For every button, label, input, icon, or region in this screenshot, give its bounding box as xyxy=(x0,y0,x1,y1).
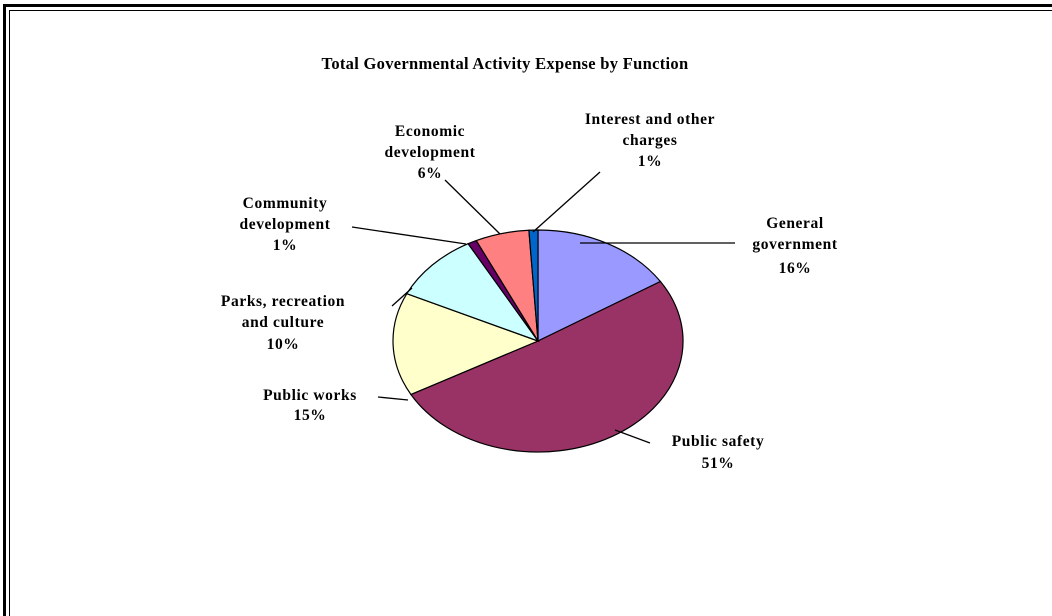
slice-label-public-safety: Public safety xyxy=(672,433,765,450)
slice-percent-public-works: 15% xyxy=(294,407,327,424)
leader-line-parks-recreation-culture xyxy=(391,287,413,307)
pie-slice-general-government xyxy=(537,229,662,342)
pie-slice-public-works xyxy=(392,293,540,396)
slice-label-economic-development: Economic xyxy=(395,123,465,140)
slice-label-parks-recreation-culture: Parks, recreation xyxy=(221,293,345,310)
slice-percent-parks-recreation-culture: 10% xyxy=(267,336,300,353)
slice-label-public-works: Public works xyxy=(263,387,357,404)
slice-label-economic-development-line2: development xyxy=(385,144,476,161)
slice-percent-public-safety: 51% xyxy=(702,455,735,472)
slice-label-interest-other-charges: Interest and other xyxy=(585,111,715,128)
slice-percent-general-government: 16% xyxy=(779,260,812,277)
pie-slice-public-safety xyxy=(410,280,684,453)
slice-percent-interest-other-charges: 1% xyxy=(638,153,662,170)
slice-label-general-government-line2: government xyxy=(752,236,837,253)
inner-frame xyxy=(9,10,1052,616)
slice-label-community-development: Community xyxy=(243,195,328,212)
chart-title: Total Governmental Activity Expense by F… xyxy=(321,54,689,73)
outer-frame xyxy=(3,4,1052,616)
leader-line-public-safety xyxy=(614,429,651,444)
slice-label-community-development-line2: development xyxy=(240,216,331,233)
slice-label-interest-other-charges-line2: charges xyxy=(623,132,678,149)
leader-line-community-development xyxy=(351,226,467,245)
leader-line-public-works xyxy=(377,396,409,401)
slice-percent-community-development: 1% xyxy=(273,237,297,254)
slice-label-general-government: General xyxy=(766,215,824,232)
leader-line-economic-development xyxy=(444,179,501,235)
pie-slice-interest-other-charges xyxy=(528,229,539,342)
slice-percent-economic-development: 6% xyxy=(418,165,442,182)
slice-label-parks-recreation-culture-line2: and culture xyxy=(242,314,325,331)
leader-line-interest-other-charges xyxy=(532,171,601,233)
